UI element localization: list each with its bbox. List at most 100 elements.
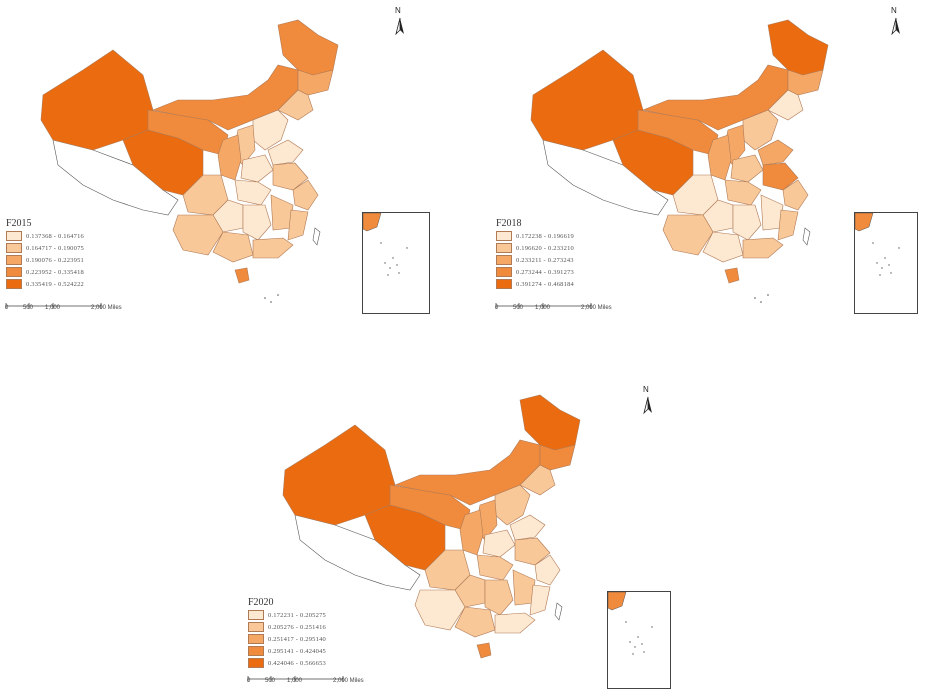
- region-fujian: [529, 584, 551, 616]
- region-liaoning: [767, 89, 804, 121]
- inset-map: [362, 212, 408, 276]
- legend-label: 0.424046 - 0.566653: [268, 659, 326, 667]
- legend-label: 0.196620 - 0.233210: [516, 244, 574, 252]
- region-heilongjiang: [519, 394, 581, 451]
- legend-swatch: [248, 646, 264, 656]
- scale-label: 500: [23, 305, 34, 311]
- region-yunnan: [414, 589, 466, 631]
- region-taiwan: [802, 227, 811, 246]
- legend-item: 0.273244 - 0.391273: [496, 266, 574, 278]
- legend-item: 0.295141 - 0.424045: [248, 645, 326, 657]
- region-fujian: [287, 209, 309, 241]
- legend-item: 0.335419 - 0.524222: [6, 278, 84, 290]
- legend-label: 0.223952 - 0.335418: [26, 268, 84, 276]
- region-hainan: [234, 267, 250, 284]
- legend-title: F2020: [248, 597, 274, 608]
- legend-item: 0.196620 - 0.233210: [496, 242, 574, 254]
- scale-bar-graphic: [247, 676, 344, 682]
- legend-label: 0.295141 - 0.424045: [268, 647, 326, 655]
- north-label: N: [395, 6, 401, 15]
- region-fujian: [777, 209, 799, 241]
- region-taiwan: [312, 227, 321, 246]
- legend-swatch: [6, 231, 22, 241]
- legend-swatch: [496, 267, 512, 277]
- region-hainan: [724, 267, 740, 284]
- legend-title: F2015: [6, 218, 32, 229]
- legend-label: 0.205276 - 0.251416: [268, 623, 326, 631]
- china-choropleth-map: [282, 394, 581, 659]
- region-guangxi: [702, 231, 744, 263]
- region-xizang: [294, 514, 421, 591]
- region-shandong: [267, 139, 304, 166]
- scale-label: 1,000: [287, 678, 303, 684]
- scale-label: 1,000: [535, 305, 551, 311]
- region-henan: [482, 529, 516, 558]
- region-hunan: [242, 204, 272, 241]
- region-guangdong: [494, 612, 536, 634]
- legend-item: 0.164717 - 0.190075: [6, 242, 84, 254]
- region-hubei: [234, 179, 272, 206]
- region-zhejiang: [782, 179, 809, 211]
- legend-swatch: [248, 634, 264, 644]
- region-guangxi: [212, 231, 254, 263]
- legend-swatch: [6, 255, 22, 265]
- scale-bar: 0 500 1,000 2,000 Miles: [247, 670, 372, 688]
- legend-swatch: [496, 255, 512, 265]
- scale-bar-graphic: [5, 303, 102, 309]
- region-liaoning: [277, 89, 314, 121]
- south-china-sea-inset: [362, 212, 430, 314]
- legend-item: 0.205276 - 0.251416: [248, 621, 326, 633]
- legend-item: 0.172231 - 0.205275: [248, 609, 326, 621]
- legend-swatch: [496, 243, 512, 253]
- north-arrow-icon: [891, 17, 900, 36]
- region-zhejiang: [534, 554, 561, 586]
- scale-label: 500: [265, 678, 276, 684]
- north-arrow-icon: [643, 396, 652, 415]
- legend-label: 0.172238 - 0.196619: [516, 232, 574, 240]
- legend-swatch: [6, 267, 22, 277]
- legend-label: 0.391274 - 0.468184: [516, 280, 574, 288]
- region-liaoning: [519, 464, 556, 496]
- legend: F2020 0.172231 - 0.205275 0.205276 - 0.2…: [248, 597, 326, 669]
- region-hunan: [732, 204, 762, 241]
- legend-label: 0.251417 - 0.295140: [268, 635, 326, 643]
- region-jiangsu: [762, 162, 799, 191]
- region-henan: [240, 154, 274, 183]
- north-label: N: [891, 6, 897, 15]
- legend-item: 0.190076 - 0.223951: [6, 254, 84, 266]
- legend-label: 0.273244 - 0.391273: [516, 268, 574, 276]
- north-arrow: N: [392, 6, 408, 40]
- inset-map: [607, 591, 653, 655]
- legend-label: 0.190076 - 0.223951: [26, 256, 84, 264]
- legend: F2015 0.137368 - 0.164716 0.164717 - 0.1…: [6, 218, 84, 290]
- region-shandong: [509, 514, 546, 541]
- region-henan: [730, 154, 764, 183]
- region-xizang: [52, 139, 179, 216]
- legend: F2018 0.172238 - 0.196619 0.196620 - 0.2…: [496, 218, 574, 290]
- legend-swatch: [6, 279, 22, 289]
- scale-bar: 0 500 1,000 2,000 Miles: [495, 297, 620, 315]
- scale-label: 0: [5, 305, 9, 311]
- map-panel-2015: N F2015 0.137368 - 0.164716 0.164717 - 0…: [0, 0, 430, 330]
- south-china-sea-inset: [607, 591, 671, 689]
- legend-swatch: [248, 610, 264, 620]
- scale-bar: 0 500 1,000 2,000 Miles: [5, 297, 130, 315]
- legend-label: 0.335419 - 0.524222: [26, 280, 84, 288]
- legend-label: 0.137368 - 0.164716: [26, 232, 84, 240]
- scale-label: 2,000 Miles: [333, 678, 364, 684]
- china-choropleth-map: [530, 19, 829, 303]
- region-shandong: [757, 139, 794, 166]
- region-zhejiang: [292, 179, 319, 211]
- legend-item: 0.137368 - 0.164716: [6, 230, 84, 242]
- scale-label: 1,000: [45, 305, 61, 311]
- legend-title: F2018: [496, 218, 522, 229]
- south-china-sea-inset: [854, 212, 918, 314]
- region-hubei: [476, 554, 514, 581]
- north-label: N: [643, 385, 649, 394]
- legend-swatch: [496, 231, 512, 241]
- map-panel-2018: N F2018 0.172238 - 0.196619 0.196620 - 0…: [490, 0, 920, 330]
- region-jiangsu: [272, 162, 309, 191]
- china-choropleth-map: [40, 19, 339, 303]
- legend-swatch: [248, 658, 264, 668]
- region-taiwan: [554, 602, 563, 621]
